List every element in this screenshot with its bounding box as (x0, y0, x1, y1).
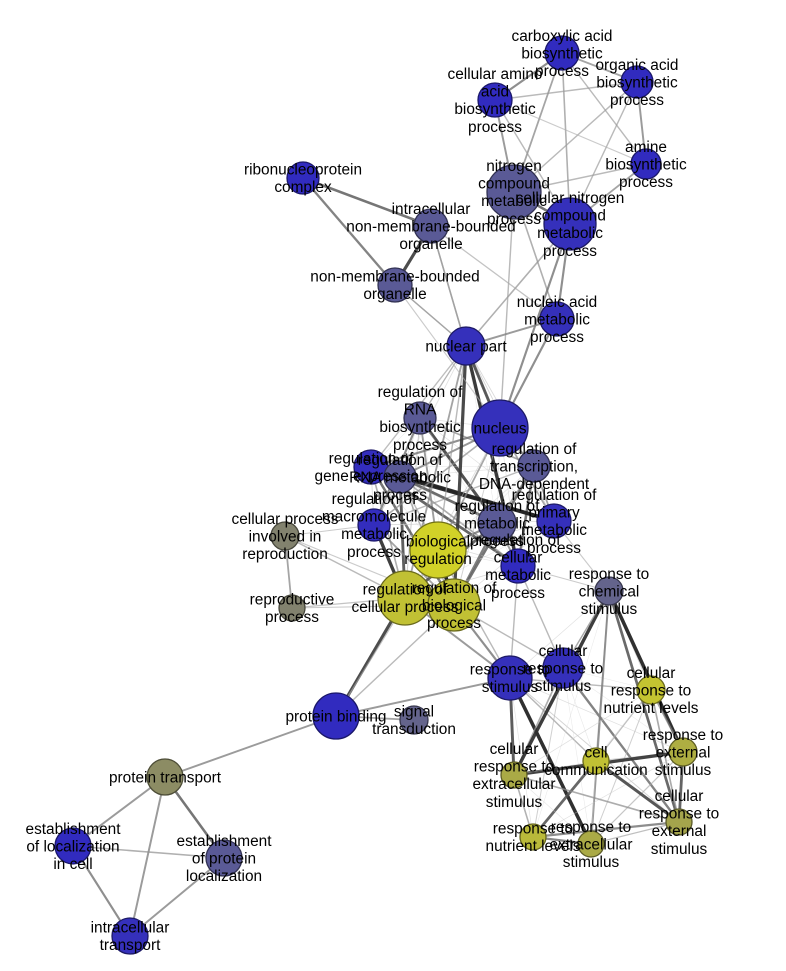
svg-text:of protein: of protein (192, 850, 256, 867)
svg-text:biological: biological (422, 597, 486, 614)
svg-text:carboxylic acid: carboxylic acid (512, 28, 613, 45)
svg-text:ribonucleoprotein: ribonucleoprotein (244, 162, 362, 179)
svg-text:regulation of: regulation of (455, 498, 540, 515)
svg-text:involved in: involved in (249, 528, 322, 545)
svg-text:external: external (656, 744, 711, 761)
svg-text:biosynthetic: biosynthetic (379, 419, 461, 436)
svg-text:response to: response to (523, 660, 603, 677)
svg-text:stimulus: stimulus (535, 678, 592, 695)
svg-text:reproduction: reproduction (242, 546, 328, 563)
svg-text:nitrogen: nitrogen (486, 158, 542, 175)
svg-text:amine: amine (625, 139, 667, 156)
svg-text:stimulus: stimulus (655, 762, 712, 779)
svg-text:RNA: RNA (404, 402, 437, 419)
svg-text:process: process (491, 585, 545, 602)
svg-text:chemical: chemical (579, 583, 640, 600)
svg-text:organelle: organelle (363, 286, 426, 303)
svg-text:protein transport: protein transport (109, 769, 222, 786)
svg-text:cellular nitrogen: cellular nitrogen (516, 190, 625, 207)
svg-text:intracellular: intracellular (91, 920, 170, 937)
svg-text:signal: signal (394, 704, 434, 721)
svg-text:reproductive: reproductive (250, 592, 335, 609)
svg-text:regulation of: regulation of (378, 384, 463, 401)
svg-text:cellular: cellular (655, 788, 704, 805)
svg-text:biosynthetic: biosynthetic (596, 74, 678, 91)
svg-text:external: external (652, 823, 707, 840)
svg-text:cellular: cellular (627, 665, 676, 682)
svg-text:response to: response to (639, 806, 719, 823)
svg-text:extracellular: extracellular (550, 836, 633, 853)
svg-text:cell: cell (584, 745, 607, 762)
svg-text:process: process (535, 63, 589, 80)
svg-text:regulation of: regulation of (476, 532, 561, 549)
svg-text:acid: acid (481, 84, 509, 101)
svg-text:transport: transport (100, 937, 161, 954)
svg-text:intracellular: intracellular (392, 201, 471, 218)
svg-text:cellular amino: cellular amino (448, 66, 543, 83)
svg-text:non-membrane-bounded: non-membrane-bounded (346, 218, 515, 235)
svg-text:nucleic acid: nucleic acid (517, 294, 597, 311)
svg-text:organelle: organelle (399, 236, 462, 253)
svg-text:metabolic: metabolic (537, 225, 603, 242)
svg-text:process: process (610, 92, 664, 109)
svg-text:stimulus: stimulus (563, 854, 620, 871)
svg-text:biosynthetic: biosynthetic (521, 45, 603, 62)
svg-text:stimulus: stimulus (651, 841, 708, 858)
svg-text:process: process (265, 609, 319, 626)
svg-text:macromolecule: macromolecule (322, 509, 426, 526)
svg-text:metabolic: metabolic (341, 526, 407, 543)
svg-text:establishment: establishment (26, 821, 122, 838)
svg-text:stimulus: stimulus (486, 794, 543, 811)
svg-text:communication: communication (544, 762, 648, 779)
svg-text:process: process (543, 243, 597, 260)
svg-text:stimulus: stimulus (581, 601, 638, 618)
svg-text:regulation of: regulation of (492, 441, 577, 458)
svg-text:establishment: establishment (177, 833, 273, 850)
svg-text:of localization: of localization (26, 838, 119, 855)
svg-text:biosynthetic: biosynthetic (605, 156, 687, 173)
svg-text:process: process (347, 544, 401, 561)
svg-text:nuclear part: nuclear part (425, 338, 507, 355)
svg-text:cellular: cellular (539, 643, 588, 660)
svg-text:complex: complex (274, 179, 332, 196)
svg-text:response to: response to (474, 759, 554, 776)
svg-text:localization: localization (186, 868, 262, 885)
svg-text:response to: response to (643, 727, 723, 744)
svg-text:cellular: cellular (494, 550, 543, 567)
svg-text:in cell: in cell (53, 856, 92, 873)
svg-text:RNA metabolic: RNA metabolic (349, 469, 451, 486)
svg-text:organic acid: organic acid (596, 57, 679, 74)
svg-text:regulation of: regulation of (332, 491, 417, 508)
svg-text:metabolic: metabolic (524, 311, 590, 328)
svg-text:process: process (530, 329, 584, 346)
svg-text:nutrient levels: nutrient levels (604, 700, 699, 717)
svg-text:transduction: transduction (372, 721, 456, 738)
svg-text:transcription,: transcription, (490, 458, 578, 475)
svg-text:non-membrane-bounded: non-membrane-bounded (310, 269, 479, 286)
svg-text:regulation of: regulation of (412, 580, 497, 597)
svg-text:nucleus: nucleus (473, 420, 526, 437)
svg-text:process: process (619, 174, 673, 191)
svg-text:regulation of: regulation of (358, 452, 443, 469)
svg-text:response to: response to (611, 682, 691, 699)
svg-text:metabolic: metabolic (464, 515, 530, 532)
svg-text:extracellular: extracellular (473, 776, 556, 793)
svg-text:process: process (427, 615, 481, 632)
svg-text:process: process (468, 119, 522, 136)
svg-text:stimulus: stimulus (482, 679, 539, 696)
svg-text:biological: biological (406, 534, 470, 551)
svg-text:regulation: regulation (404, 551, 472, 568)
svg-text:biosynthetic: biosynthetic (454, 101, 536, 118)
svg-text:compound: compound (534, 208, 606, 225)
svg-text:response to: response to (551, 819, 631, 836)
svg-text:cellular: cellular (490, 741, 539, 758)
svg-text:response to: response to (569, 566, 649, 583)
